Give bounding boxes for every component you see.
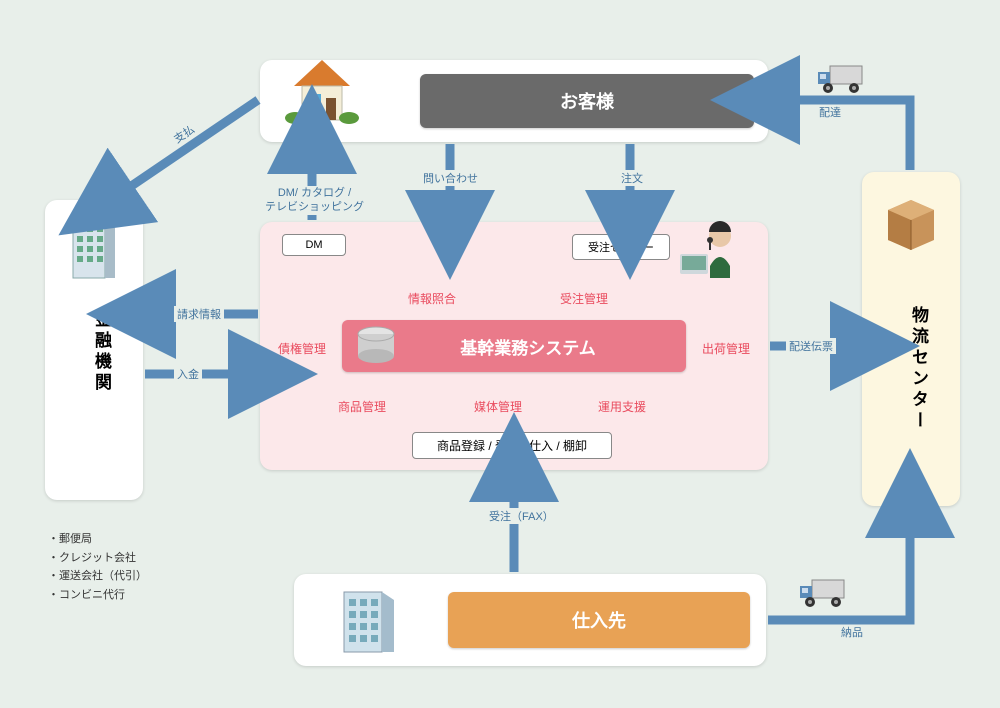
core-title: 基幹業務システム [460, 334, 596, 359]
label-deposit: 入金 [174, 366, 202, 382]
finance-bullets: ・郵便局 ・クレジット会社 ・運送会社（代引） ・コンビニ代行 [48, 530, 147, 605]
bullet-item: ・コンビニ代行 [48, 586, 147, 605]
house-icon [282, 52, 362, 132]
label-pay: 支払 [168, 120, 200, 149]
order-center-label: 受注センター [572, 234, 670, 260]
core-bottom-label: 商品登録 / 発注 / 仕入 / 棚卸 [412, 432, 612, 459]
sub-order-mgmt: 受注管理 [560, 290, 608, 307]
building-icon [67, 214, 121, 284]
label-goods: 納品 [838, 624, 866, 640]
sub-ship: 出荷管理 [702, 340, 750, 357]
logistics-title: 物流センター [906, 306, 931, 432]
supplier-title: 仕入先 [572, 607, 626, 633]
core-title-bar: 基幹業務システム [342, 320, 686, 372]
label-fax: 受注（FAX） [486, 508, 557, 524]
label-order: 注文 [618, 170, 646, 186]
database-icon [354, 326, 398, 366]
bullet-item: ・クレジット会社 [48, 549, 147, 568]
label-dm-catalog: DM/ カタログ / テレビショッピング [262, 186, 367, 215]
truck-icon [798, 576, 854, 612]
sub-info: 情報照合 [408, 290, 456, 307]
truck-icon [816, 62, 872, 98]
operator-icon [676, 218, 742, 284]
label-inquiry: 問い合わせ [420, 170, 481, 186]
finance-title: 金融機関 [89, 310, 114, 394]
box-icon [882, 194, 940, 252]
sub-credit: 債権管理 [278, 340, 326, 357]
sub-ops: 運用支援 [598, 398, 646, 415]
label-billing: 請求情報 [174, 306, 224, 322]
sub-product: 商品管理 [338, 398, 386, 415]
label-delivery: 配達 [816, 104, 844, 120]
customer-title: お客様 [560, 88, 614, 114]
customer-title-bar: お客様 [420, 74, 754, 128]
sub-media: 媒体管理 [474, 398, 522, 415]
building2-icon [336, 584, 402, 658]
dm-label: DM [282, 234, 346, 256]
supplier-title-bar: 仕入先 [448, 592, 750, 648]
bullet-item: ・郵便局 [48, 530, 147, 549]
bullet-item: ・運送会社（代引） [48, 567, 147, 586]
label-ship-slip: 配送伝票 [786, 338, 836, 354]
